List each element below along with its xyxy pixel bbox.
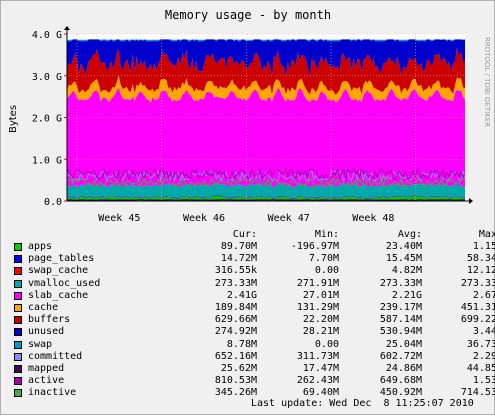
y-tick-label: 1.0 G <box>32 155 62 166</box>
area-swap_cache <box>67 194 465 199</box>
area-page_tables <box>67 195 465 199</box>
area-cache <box>67 75 465 103</box>
x-tick-label: Week 45 <box>98 213 140 224</box>
line-mapped <box>66 199 465 201</box>
x-axis-arrow <box>469 198 473 204</box>
x-tick-label: Week 47 <box>268 213 310 224</box>
area-swap <box>67 39 465 42</box>
last-update: Last update: Wed Dec 8 11:25:07 2010 <box>251 398 474 409</box>
y-tick-label: 0.0 <box>44 197 62 208</box>
area-unused <box>67 39 465 77</box>
y-tick-label: 3.0 G <box>32 72 62 83</box>
area-buffers <box>67 47 465 95</box>
vendor-label: RRDTOOL / TOBI OETIKER <box>483 37 491 127</box>
area-slab_cache <box>67 87 465 188</box>
chart-title: Memory usage - by month <box>165 8 331 22</box>
x-tick-label: Week 46 <box>183 213 225 224</box>
line-active <box>66 166 466 181</box>
area-vmalloc_used <box>67 182 465 198</box>
line-committed <box>66 169 466 183</box>
line-inactive <box>66 176 466 188</box>
y-tick-label: 4.0 G <box>32 30 62 41</box>
x-tick-label: Week 48 <box>352 213 394 224</box>
y-tick-label: 2.0 G <box>32 114 62 125</box>
y-axis-arrow <box>64 26 70 30</box>
y-axis-label: Bytes <box>8 105 19 133</box>
